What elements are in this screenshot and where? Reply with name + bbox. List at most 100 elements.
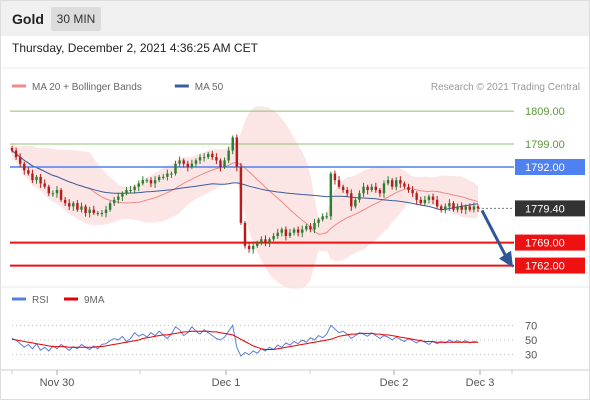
level-tag — [515, 234, 585, 251]
candle-body — [260, 239, 263, 243]
candle-body — [186, 163, 189, 167]
candle-body — [125, 190, 128, 194]
level-label: 1779.40 — [525, 203, 565, 215]
candle-body — [182, 160, 185, 164]
candle-body — [39, 176, 42, 184]
candle-body — [435, 199, 439, 207]
level-tag — [515, 159, 585, 175]
candle-body — [243, 222, 247, 246]
candle-body — [88, 209, 91, 213]
candle-body — [423, 199, 427, 204]
candle-body — [395, 180, 398, 187]
candle-body — [96, 213, 100, 214]
candle-body — [341, 186, 345, 190]
candle-body — [329, 173, 333, 217]
candle-body — [206, 153, 210, 158]
timeframe-badge[interactable]: 30 MIN — [51, 7, 101, 31]
candle-body — [272, 236, 275, 240]
candle-body — [178, 160, 181, 164]
candle-body — [456, 206, 459, 210]
candle-body — [337, 180, 341, 187]
candle-body — [43, 183, 46, 187]
candle-body — [27, 170, 30, 174]
candle-body — [374, 186, 378, 190]
x-tick-label: Dec 2 — [380, 377, 409, 389]
candle-body — [370, 186, 373, 190]
candle-body — [35, 176, 38, 181]
candle-body — [219, 160, 222, 167]
candle-body — [378, 190, 382, 194]
candle-body — [174, 163, 177, 174]
candle-body — [439, 206, 443, 210]
forecast-arrow-shaft — [480, 209, 508, 258]
candle-body — [460, 206, 463, 210]
candle-body — [321, 216, 324, 220]
candle-body — [288, 232, 292, 236]
candle-body — [448, 203, 451, 207]
candle-body — [366, 186, 369, 190]
candle-body — [431, 196, 435, 200]
candle-body — [170, 173, 173, 175]
candle-body — [63, 199, 67, 204]
candle-body — [362, 186, 365, 194]
level-label: 1792.00 — [525, 162, 565, 174]
x-tick-label: Dec 1 — [212, 377, 241, 389]
candle-body — [251, 245, 255, 250]
candle-body — [350, 193, 353, 207]
candle-body — [301, 229, 304, 233]
candle-body — [382, 183, 386, 194]
candle-body — [345, 190, 349, 194]
candle-body — [72, 203, 75, 207]
forecast-arrow-head — [499, 250, 513, 268]
rsi-legend-label: RSI — [32, 295, 49, 306]
candle-body — [452, 203, 455, 210]
candle-body — [476, 206, 480, 209]
candle-body — [215, 157, 218, 161]
candle-body — [23, 163, 26, 171]
candle-body — [59, 190, 63, 200]
candle-body — [239, 167, 243, 223]
candle-body — [296, 229, 300, 233]
candle-body — [256, 242, 259, 246]
candle-body — [354, 199, 357, 207]
candle-body — [137, 183, 140, 187]
candle-body — [80, 206, 83, 210]
candle-body — [149, 180, 153, 184]
candle-body — [309, 226, 312, 230]
rsi-tick-label: 30 — [525, 350, 537, 362]
candle-body — [117, 196, 120, 200]
level-tag — [515, 200, 585, 217]
bollinger-band — [12, 106, 478, 289]
candle-body — [399, 180, 402, 184]
level-label: 1769.00 — [525, 238, 565, 250]
candle-body — [202, 157, 206, 159]
candle-body — [31, 173, 34, 181]
credit-text: Research © 2021 Trading Central — [431, 82, 580, 93]
candle-body — [104, 209, 108, 213]
rsi-ma-line — [11, 330, 478, 350]
level-label: 1762.00 — [525, 261, 565, 273]
candle-body — [403, 183, 406, 187]
candle-body — [121, 193, 124, 197]
candle-body — [419, 199, 422, 204]
candle-body — [464, 206, 467, 210]
ma50-line — [11, 150, 479, 211]
candle-body — [76, 203, 79, 210]
candle-body — [305, 226, 308, 230]
candle-body — [317, 219, 320, 223]
rsi-line — [11, 324, 479, 357]
rsi-tick-label: 70 — [525, 320, 537, 332]
rsi-legend-label: 9MA — [84, 295, 105, 306]
candle-body — [51, 193, 55, 195]
candle-body — [386, 180, 390, 184]
header-bar: Gold 30 MIN — [0, 0, 590, 36]
candle-body — [264, 239, 267, 243]
rsi-tick-label: 50 — [525, 335, 537, 347]
timestamp: Thursday, December 2, 2021 4:36:25 AM CE… — [12, 41, 258, 55]
legend-label: MA 20 + Bollinger Bands — [32, 82, 142, 93]
candle-body — [415, 193, 418, 200]
candle-body — [333, 173, 337, 181]
candle-body — [325, 216, 328, 218]
candle-body — [268, 239, 271, 243]
candle-body — [411, 190, 414, 194]
